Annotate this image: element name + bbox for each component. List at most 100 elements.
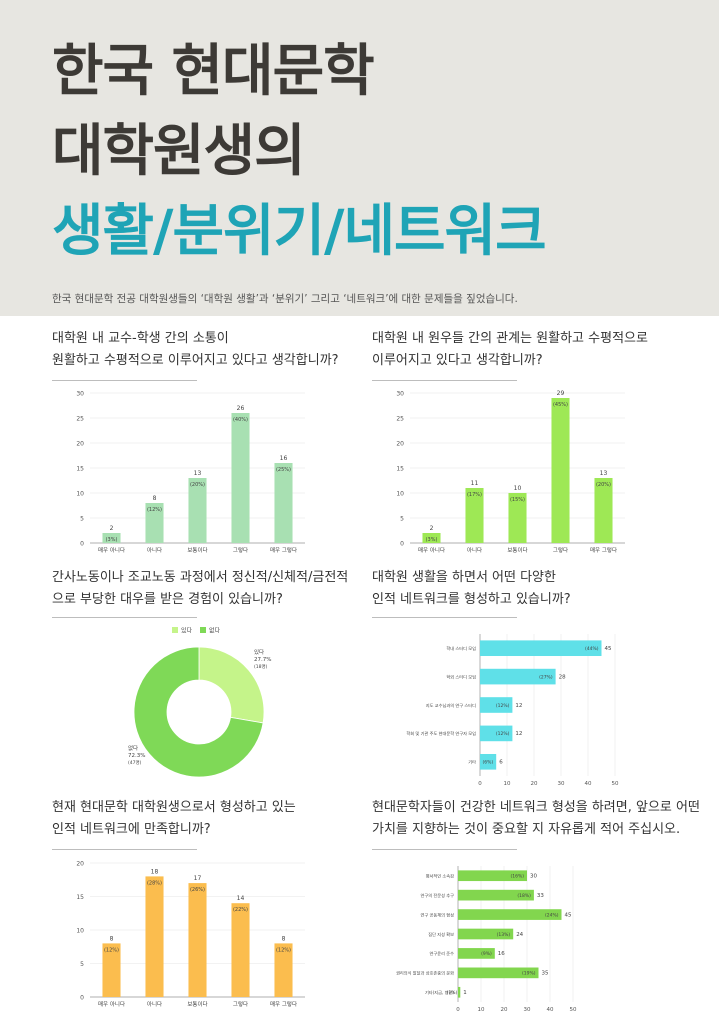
x-tick-label: 그렇다 (553, 546, 568, 554)
bar (102, 533, 121, 543)
x-tick-label: 40 (585, 781, 592, 787)
bar (458, 986, 461, 998)
x-tick-label: 아니다 (147, 546, 162, 554)
bar (231, 903, 250, 997)
bar (458, 928, 514, 940)
x-tick-label: 매우 그렇다 (590, 546, 617, 554)
bar-percent-label: (20%) (596, 482, 611, 488)
slice-label: (47명) (128, 759, 142, 766)
bar-percent-label: (44%) (585, 646, 599, 652)
question-6-line-2: 가치를 지향하는 것이 중요할 지 자유롭게 적어 주십시오. (372, 822, 681, 837)
chart-q6-hbar: 0 10 20 30 40 50 평서적인 소속감 (16%) 30 연구의 전문성 추구 (18%… (396, 866, 577, 1013)
question-6: 현대문학자들이 건강한 네트워크 형성을 하려면, 앞으로 어떤 가치를 지향하… (372, 797, 702, 841)
bar-value-label: 29 (557, 390, 565, 397)
bar (188, 883, 207, 997)
bar (458, 870, 527, 882)
bar (145, 503, 164, 543)
bar (458, 967, 539, 979)
bar (274, 943, 293, 997)
x-tick-label: 그렇다 (233, 1000, 248, 1008)
x-tick-label: 10 (478, 1007, 485, 1013)
y-tick-label: 연구윤리 준수 (430, 950, 455, 957)
question-5-line-2: 인적 네트워크에 만족합니까? (52, 822, 211, 837)
bar-value-label: 2 (110, 525, 114, 532)
bar-value-label: 17 (194, 875, 202, 882)
bar-value-label: 12 (515, 703, 522, 709)
question-1: 대학원 내 교수-학생 간의 소통이 원활하고 수평적으로 이루어지고 있다고 … (52, 328, 372, 372)
y-tick-label: 15 (76, 894, 84, 901)
bar (594, 478, 613, 543)
bar-percent-label: (3%) (426, 537, 438, 543)
y-tick-label: 학내 스터디 모임 (446, 645, 476, 652)
y-tick-label: 20 (396, 441, 404, 448)
bar-percent-label: (16%) (510, 874, 524, 880)
bar (458, 909, 562, 920)
title-line-1: 한국 현대문학 (52, 39, 375, 104)
bar (480, 725, 513, 742)
y-tick-label: 10 (76, 928, 84, 935)
bar-percent-label: (17%) (467, 492, 482, 498)
bar-percent-label: (12%) (104, 947, 119, 953)
y-tick-label: 0 (400, 541, 404, 548)
y-tick-label: 30 (76, 391, 84, 398)
x-tick-label: 30 (558, 781, 565, 787)
bar-value-label: 10 (514, 485, 522, 492)
x-tick-label: 30 (524, 1007, 531, 1013)
bar-percent-label: (40%) (233, 417, 248, 423)
y-tick-label: 평서적인 소속감 (426, 873, 454, 880)
y-tick-label: 기타 (468, 759, 476, 766)
x-tick-label: 0 (456, 1007, 460, 1013)
bar-value-label: 8 (110, 935, 114, 942)
x-tick-label: 0 (478, 781, 482, 787)
question-4-line-2: 인적 네트워크를 형성하고 있습니까? (372, 592, 571, 607)
bar-value-label: 11 (471, 480, 479, 487)
bar-percent-label: (25%) (276, 467, 291, 473)
y-tick-label: 15 (76, 466, 84, 473)
x-tick-label: 50 (570, 1007, 577, 1013)
bar-value-label: 6 (499, 760, 503, 766)
legend-label: 있다 (181, 627, 193, 635)
bar-value-label: 28 (559, 674, 566, 680)
bar-value-label: 18 (151, 868, 159, 875)
y-tick-label: 10 (396, 491, 404, 498)
bar (508, 493, 527, 543)
y-tick-label: 20 (76, 441, 84, 448)
donut-slice (198, 646, 265, 724)
question-1-divider (52, 380, 197, 381)
bar (274, 463, 293, 543)
y-tick-label: 5 (400, 516, 404, 523)
y-tick-label: 20 (76, 861, 84, 868)
question-5-line-1: 현재 현대문학 대학원생으로서 형성하고 있는 (52, 800, 296, 815)
bar (458, 889, 534, 901)
bar (551, 398, 570, 543)
bar-percent-label: (1%) (447, 990, 458, 996)
y-tick-label: 연구 공동체의 형성 (421, 911, 455, 918)
question-2-line-2: 이루어지고 있다고 생각합니까? (372, 353, 543, 368)
x-tick-label: 아니다 (467, 546, 482, 554)
y-tick-label: 25 (76, 416, 84, 423)
slice-label: (18명) (254, 663, 268, 670)
bar-value-label: 26 (237, 405, 245, 412)
bar-percent-label: (28%) (147, 880, 162, 886)
question-2-divider (372, 380, 517, 381)
bar (458, 948, 495, 959)
chart-q2-bar: 0 5 10 15 20 25 30 2 (3%) 매우 아니다 11 (17%) 아니다 10 (15%)… (396, 390, 625, 554)
bar-percent-label: (45%) (553, 402, 568, 408)
x-tick-label: 아니다 (147, 1000, 162, 1008)
bar-percent-label: (26%) (190, 887, 205, 893)
question-6-line-1: 현대문학자들이 건강한 네트워크 형성을 하려면, 앞으로 어떤 (372, 800, 700, 815)
x-tick-label: 매우 그렇다 (270, 546, 297, 554)
bar (465, 488, 484, 543)
bar-percent-label: (12%) (496, 703, 510, 709)
question-4: 대학원 생활을 하면서 어떤 다양한 인적 네트워크를 형성하고 있습니까? (372, 567, 692, 611)
bar-value-label: 12 (515, 731, 522, 737)
header-banner: 한국 현대문학 대학원생의 생활/분위기/네트워크 한국 현대문학 전공 대학원… (0, 0, 719, 316)
x-tick-label: 20 (501, 1007, 508, 1013)
bar-value-label: 33 (537, 893, 544, 899)
bar-percent-label: (22%) (233, 907, 248, 913)
title-line-2: 대학원생의 (52, 119, 306, 184)
slice-label: 있다 (254, 648, 264, 656)
bar-value-label: 24 (516, 932, 523, 938)
y-tick-label: 학외 스터디 모임 (446, 673, 476, 680)
bar-percent-label: (12%) (147, 507, 162, 513)
